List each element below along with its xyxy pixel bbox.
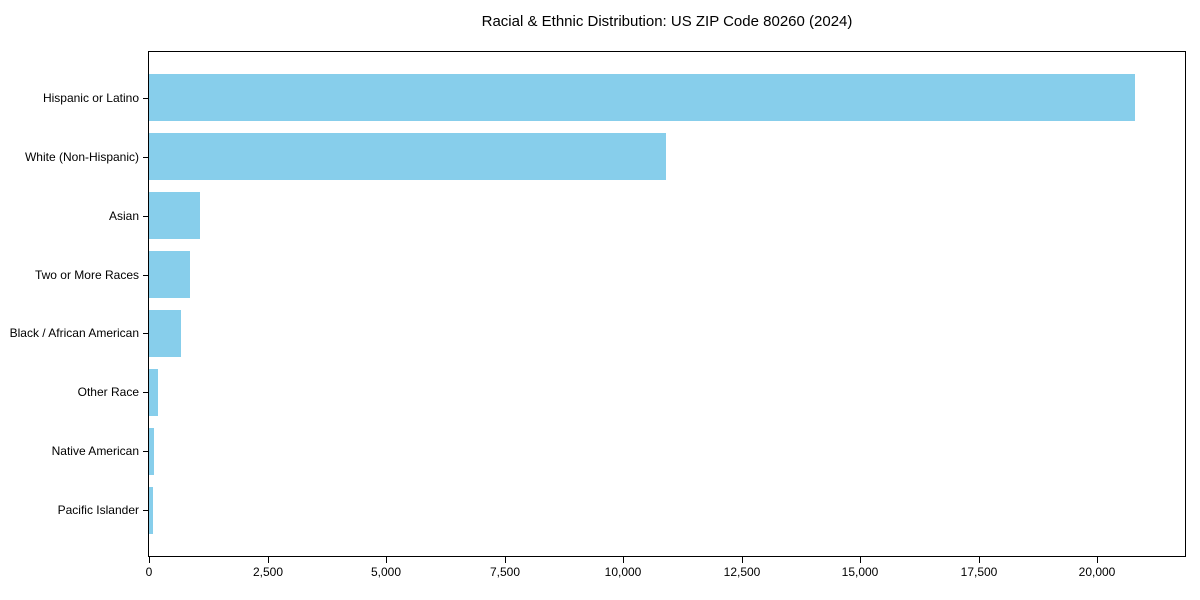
x-tick-mark bbox=[386, 557, 387, 563]
bar-white-non-hispanic bbox=[149, 133, 666, 180]
y-tick-label-two-or-more-races: Two or More Races bbox=[34, 268, 139, 282]
x-tick-mark bbox=[860, 557, 861, 563]
bar-pacific-islander bbox=[149, 487, 153, 534]
x-tick-label-12-500: 12,500 bbox=[723, 565, 761, 579]
y-tick-label-black-african-american: Black / African American bbox=[9, 326, 139, 340]
y-tick-label-white-non-hispanic: White (Non-Hispanic) bbox=[24, 150, 139, 164]
x-tick-label-10-000: 10,000 bbox=[604, 565, 642, 579]
x-tick-mark bbox=[623, 557, 624, 563]
y-tick-mark bbox=[143, 333, 148, 334]
y-tick-label-asian: Asian bbox=[108, 209, 139, 223]
y-tick-mark bbox=[143, 510, 148, 511]
y-tick-mark bbox=[143, 451, 148, 452]
y-tick-mark bbox=[143, 275, 148, 276]
x-tick-label-2-500: 2,500 bbox=[252, 565, 284, 579]
bar-two-or-more-races bbox=[149, 251, 190, 298]
y-tick-label-native-american: Native American bbox=[51, 444, 139, 458]
x-tick-label-17-500: 17,500 bbox=[960, 565, 998, 579]
bar-black-african-american bbox=[149, 310, 181, 357]
bar-native-american bbox=[149, 428, 154, 475]
bar-other-race bbox=[149, 369, 158, 416]
y-tick-label-other-race: Other Race bbox=[77, 385, 139, 399]
x-tick-label-7-500: 7,500 bbox=[489, 565, 521, 579]
x-tick-mark bbox=[979, 557, 980, 563]
x-tick-label-0: 0 bbox=[145, 565, 153, 579]
x-tick-mark bbox=[149, 557, 150, 563]
chart-title: Racial & Ethnic Distribution: US ZIP Cod… bbox=[481, 13, 853, 30]
x-tick-label-15-000: 15,000 bbox=[841, 565, 879, 579]
x-tick-mark bbox=[505, 557, 506, 563]
x-tick-mark bbox=[268, 557, 269, 563]
y-tick-mark bbox=[143, 392, 148, 393]
plot-area bbox=[148, 51, 1186, 557]
bar-hispanic-or-latino bbox=[149, 74, 1135, 121]
y-tick-mark bbox=[143, 98, 148, 99]
x-tick-label-20-000: 20,000 bbox=[1078, 565, 1116, 579]
x-tick-mark bbox=[742, 557, 743, 563]
y-tick-label-hispanic-or-latino: Hispanic or Latino bbox=[42, 91, 139, 105]
bar-asian bbox=[149, 192, 200, 239]
x-tick-mark bbox=[1097, 557, 1098, 563]
y-tick-label-pacific-islander: Pacific Islander bbox=[57, 503, 139, 517]
y-tick-mark bbox=[143, 157, 148, 158]
y-tick-mark bbox=[143, 216, 148, 217]
x-tick-label-5-000: 5,000 bbox=[370, 565, 402, 579]
